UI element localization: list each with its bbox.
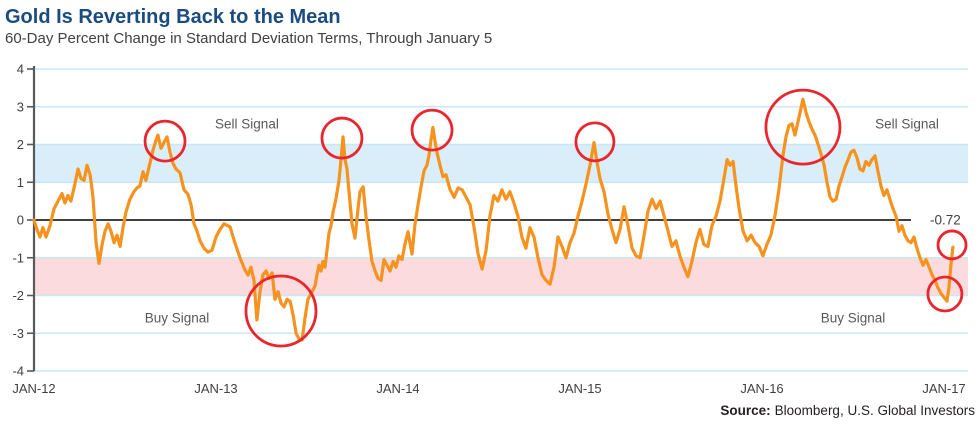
chart-title: Gold Is Reverting Back to the Mean [5,6,341,28]
chart-subtitle: 60-Day Percent Change in Standard Deviat… [5,30,493,47]
x-tick-label: JAN-12 [12,381,55,396]
x-tick-label: JAN-17 [922,381,965,396]
buy-signal-circle [926,275,964,313]
source-text: Bloomberg, U.S. Global Investors [774,403,975,418]
buy-signal-label: Buy Signal [821,311,886,326]
end-value-label: -0.72 [930,213,961,228]
sell-signal-circle [410,108,454,152]
buy-signal-circle [244,274,318,348]
sell-signal-circle [574,121,616,163]
sell-signal-label: Sell Signal [875,117,939,132]
sell-signal-circle [764,88,842,166]
sell-signal-circle [143,119,187,163]
buy-zone-band [34,257,968,296]
sell-signal-label: Sell Signal [215,117,279,132]
y-tick-label: 4 [17,62,24,77]
chart-header: Gold Is Reverting Back to the Mean 60-Da… [5,6,492,48]
y-tick-label: 0 [17,213,24,228]
x-tick-label: JAN-15 [558,381,601,396]
x-tick-label: JAN-13 [194,381,237,396]
end-signal-circle [936,229,968,261]
y-tick-label: -1 [12,250,24,265]
y-tick-label: 3 [17,99,24,114]
buy-signal-label: Buy Signal [145,311,210,326]
x-tick-label: JAN-14 [376,381,419,396]
gold-series-line [32,97,955,342]
source-label: Source: [720,403,771,418]
source-note: Source: Bloomberg, U.S. Global Investors [720,403,975,418]
sell-signal-circle [320,116,364,160]
y-tick-label: -3 [12,326,24,341]
y-tick-label: -2 [12,288,24,303]
y-tick-label: -4 [12,364,24,379]
y-tick-label: 2 [17,137,24,152]
x-tick-label: JAN-16 [740,381,783,396]
y-tick-label: 1 [17,175,24,190]
